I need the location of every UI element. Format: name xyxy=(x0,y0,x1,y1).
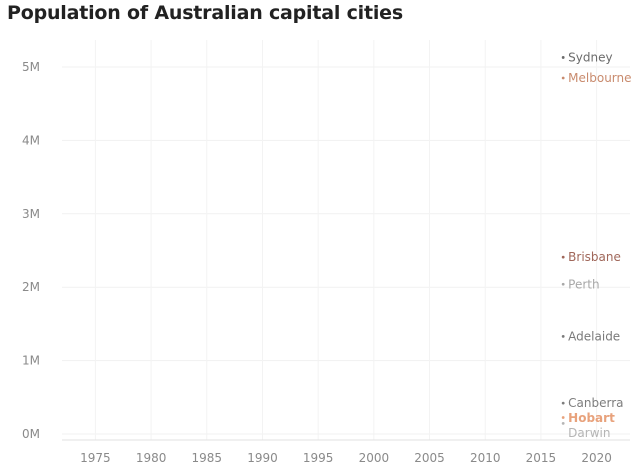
y-tick-label: 1M xyxy=(22,354,40,368)
series-label-canberra: Canberra xyxy=(568,396,623,410)
x-axis-ticks: 1975 1980 1985 1990 1995 2000 2005 2010 2015 2020 xyxy=(80,451,612,465)
y-tick-label: 0M xyxy=(22,427,40,441)
x-tick-label: 1995 xyxy=(303,451,334,465)
x-tick-label: 1980 xyxy=(136,451,167,465)
series-point xyxy=(561,56,565,59)
x-tick-label: 1990 xyxy=(247,451,278,465)
y-axis-ticks: 0M 1M 2M 3M 4M 5M xyxy=(22,60,40,441)
x-tick-label: 1975 xyxy=(80,451,111,465)
series-label-perth: Perth xyxy=(568,277,599,291)
series-label-adelaide: Adelaide xyxy=(568,329,620,343)
series-label-melbourne: Melbourne xyxy=(568,71,631,85)
chart-title: Population of Australian capital cities xyxy=(7,2,403,24)
y-tick-label: 5M xyxy=(22,60,40,74)
x-tick-label: 1985 xyxy=(192,451,223,465)
series-label-brisbane: Brisbane xyxy=(568,250,621,264)
y-tick-label: 4M xyxy=(22,133,40,147)
grid-lines xyxy=(62,40,630,441)
series-point xyxy=(561,421,565,425)
y-tick-label: 3M xyxy=(22,207,40,221)
series-label-sydney: Sydney xyxy=(568,50,612,64)
y-tick-label: 2M xyxy=(22,280,40,294)
series-point xyxy=(561,255,565,259)
series-label-hobart: Hobart xyxy=(568,411,615,425)
x-tick-label: 2020 xyxy=(581,451,612,465)
series-point xyxy=(561,401,565,405)
x-tick-label: 2000 xyxy=(359,451,390,465)
series-label-darwin: Darwin xyxy=(568,426,610,440)
x-tick-label: 2005 xyxy=(414,451,445,465)
series-point xyxy=(561,334,565,338)
x-tick-label: 2010 xyxy=(470,451,501,465)
x-tick-label: 2015 xyxy=(526,451,557,465)
series-labels: Sydney Melbourne Brisbane Perth Adelaide Canb… xyxy=(568,50,631,440)
series-point xyxy=(561,282,565,286)
series-point xyxy=(561,416,565,419)
series-markers xyxy=(561,56,565,425)
series-point xyxy=(561,76,565,80)
